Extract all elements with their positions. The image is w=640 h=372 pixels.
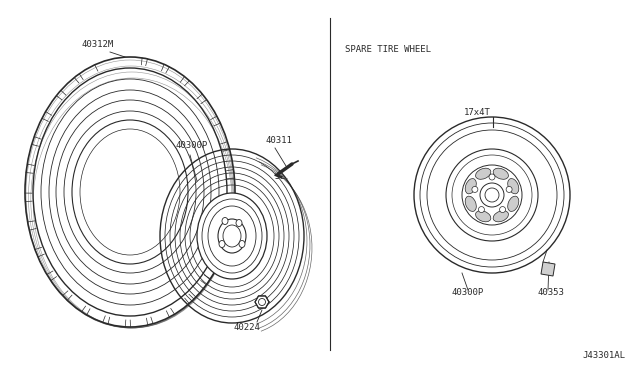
Ellipse shape — [465, 196, 476, 211]
Text: 40312M: 40312M — [82, 40, 115, 49]
Circle shape — [479, 206, 484, 212]
Ellipse shape — [493, 168, 508, 179]
Text: 17x4T: 17x4T — [463, 108, 490, 117]
Ellipse shape — [236, 219, 242, 227]
Circle shape — [500, 206, 506, 212]
Ellipse shape — [219, 241, 225, 247]
Polygon shape — [255, 296, 269, 308]
Text: SPARE TIRE WHEEL: SPARE TIRE WHEEL — [345, 45, 431, 54]
Ellipse shape — [72, 120, 188, 264]
Ellipse shape — [222, 218, 228, 224]
Ellipse shape — [508, 196, 519, 211]
Text: 40300P: 40300P — [452, 288, 484, 297]
Text: J43301AL: J43301AL — [582, 351, 625, 360]
Polygon shape — [541, 262, 555, 276]
Circle shape — [506, 186, 512, 192]
Ellipse shape — [493, 211, 508, 222]
Circle shape — [472, 186, 478, 192]
Ellipse shape — [476, 211, 491, 222]
Circle shape — [259, 298, 266, 305]
Ellipse shape — [197, 193, 267, 279]
Circle shape — [485, 188, 499, 202]
Ellipse shape — [508, 179, 519, 194]
Text: 40300P: 40300P — [175, 141, 207, 150]
Circle shape — [414, 117, 570, 273]
Text: 40224: 40224 — [234, 323, 260, 332]
Ellipse shape — [465, 179, 476, 194]
Text: 40311: 40311 — [265, 136, 292, 145]
Text: 40353: 40353 — [537, 288, 564, 297]
Ellipse shape — [25, 57, 235, 327]
Ellipse shape — [218, 219, 246, 253]
Circle shape — [489, 174, 495, 180]
Ellipse shape — [239, 241, 245, 247]
Circle shape — [446, 149, 538, 241]
Circle shape — [462, 165, 522, 225]
Ellipse shape — [476, 168, 491, 179]
Circle shape — [480, 183, 504, 207]
